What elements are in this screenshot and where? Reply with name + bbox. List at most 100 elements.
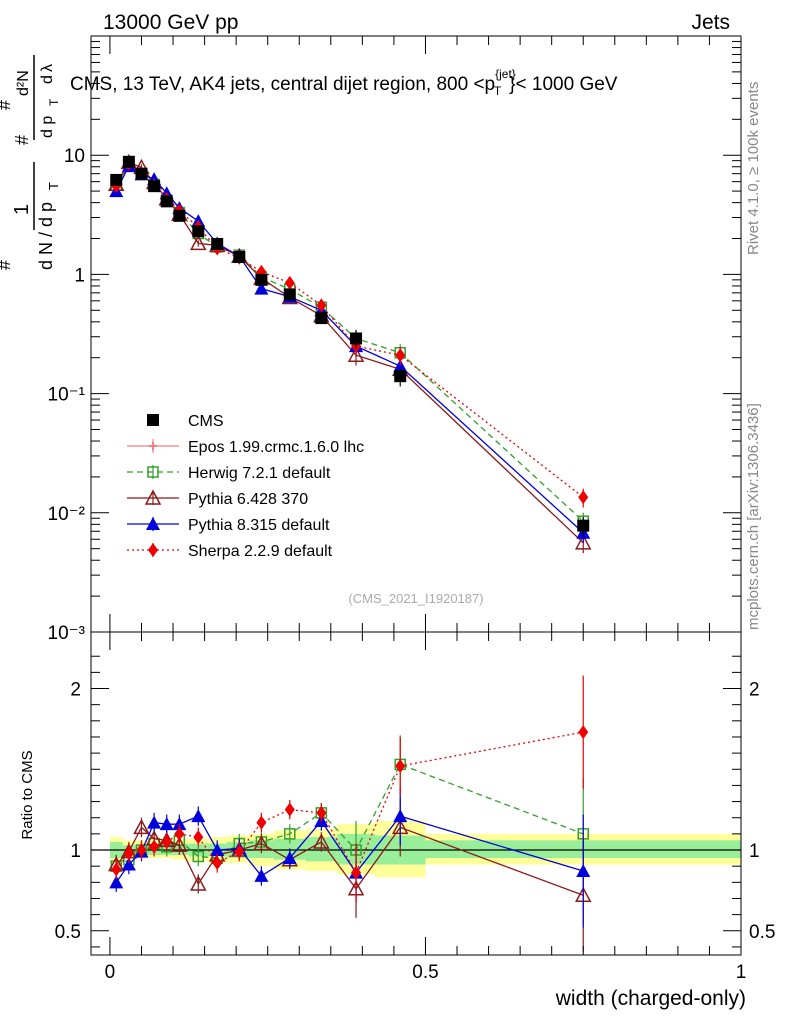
herwig-7-2-1-default-line — [115, 163, 584, 522]
cms-point — [110, 173, 123, 186]
svg-text:d N / d p: d N / d p — [36, 202, 56, 270]
pythia-8-315-default-ratio-point — [191, 809, 206, 823]
pythia-8-315-default-ratio-point — [254, 868, 269, 882]
header-left: 13000 GeV pp — [103, 11, 238, 34]
legend-marker — [147, 466, 159, 478]
ratio-tick-label: 2 — [70, 680, 81, 701]
legend-label: Pythia 8.315 default — [188, 517, 330, 534]
cms-point — [315, 312, 328, 325]
legend-label: CMS — [188, 413, 224, 430]
cms-point — [350, 332, 363, 345]
sherpa-2-2-9-default-ratio-point — [161, 834, 172, 849]
herwig-7-2-1-default-ratio-point — [284, 828, 296, 840]
analysis-watermark: (CMS_2021_I1920187) — [348, 591, 483, 606]
svg-text:#: # — [12, 135, 32, 145]
pythia-8-315-default-ratio-point — [282, 851, 297, 865]
legend-marker — [146, 517, 160, 530]
cms-point — [160, 195, 173, 208]
sherpa-2-2-9-default-ratio-point — [578, 725, 589, 740]
cms-point — [255, 273, 268, 286]
pythia-6-428-370-point — [347, 346, 365, 362]
ratio-frame — [90, 631, 742, 956]
x-tick-label: 0.5 — [412, 962, 438, 983]
legend-item-cms: CMS — [147, 413, 224, 430]
cms-point — [283, 288, 296, 301]
ratio-tick-label: 1 — [70, 841, 81, 862]
herwig-7-2-1-default-ratio-point — [192, 850, 205, 863]
sherpa-2-2-9-default-ratio-point — [136, 843, 147, 858]
legend-label: Pythia 6.428 370 — [188, 491, 308, 508]
sherpa-2-2-9-default-ratio-point — [316, 805, 327, 820]
sherpa-2-2-9-default-ratio-point — [174, 826, 185, 841]
sherpa-2-2-9-default-ratio-point — [123, 846, 134, 861]
cms-point — [135, 167, 148, 180]
legend-label: Herwig 7.2.1 default — [188, 465, 331, 482]
cms-point — [211, 237, 224, 250]
svg-text:T: T — [47, 98, 61, 106]
legend-item-pythia-8-315-default: Pythia 8.315 default — [127, 517, 330, 534]
sherpa-2-2-9-default-ratio-point — [395, 759, 406, 774]
y-tick-label: 10⁻² — [48, 504, 86, 525]
main-y-axis-label: # 1 d N / d p T # # d²N d p T d λ — [0, 55, 61, 270]
sherpa-2-2-9-default-ratio-point — [284, 802, 295, 817]
pythia-6-428-370-ratio-point — [253, 834, 270, 851]
y-tick-label: 1 — [74, 265, 85, 286]
sherpa-2-2-9-default-ratio-point — [111, 862, 122, 877]
svg-text:#: # — [0, 100, 14, 110]
svg-text:d²N: d²N — [15, 70, 32, 96]
sherpa-2-2-9-default-point — [316, 298, 327, 313]
ratio-tick-label: 0.5 — [55, 922, 81, 943]
cms-point — [233, 250, 246, 263]
legend-item-epos-1-99-crmc-1-6-0-lhc: Epos 1.99.crmc.1.6.0 lhc — [127, 439, 364, 456]
svg-text:T: T — [46, 182, 61, 190]
pythia-8-315-default-ratio-point — [147, 815, 162, 829]
cms-point — [173, 209, 186, 222]
ratio-y-label: Ratio to CMS — [19, 750, 36, 839]
legend-marker — [147, 414, 159, 426]
pythia-6-428-370-ratio-point — [190, 875, 207, 891]
y-tick-label: 10⁻³ — [48, 623, 86, 644]
pythia-8-315-default-point — [393, 359, 408, 373]
cms-point — [122, 155, 135, 168]
pythia-6-428-370-point — [190, 234, 207, 251]
x-tick-label: 0 — [105, 962, 116, 983]
legend-item-pythia-6-428-370: Pythia 6.428 370 — [127, 489, 308, 508]
sherpa-2-2-9-default-point — [578, 490, 589, 505]
pythia-6-428-370-ratio-point — [133, 818, 150, 835]
pythia-8-315-default-ratio-point — [121, 857, 136, 871]
pythia-8-315-default-point — [254, 281, 269, 295]
pythia-8-315-default-ratio-point — [172, 817, 187, 831]
sherpa-2-2-9-default-ratio-point — [212, 855, 223, 870]
pythia-8-315-default-ratio-point — [159, 817, 174, 831]
svg-text:d: d — [39, 75, 56, 84]
legend-marker — [148, 543, 158, 557]
sherpa-2-2-9-default-ratio-point — [256, 815, 267, 830]
y-tick-label: 10⁻¹ — [48, 385, 86, 406]
legend-item-sherpa-2-2-9-default: Sherpa 2.2.9 default — [127, 543, 333, 560]
pythia-6-428-370-ratio-point — [313, 833, 330, 849]
x-axis-label: width (charged-only) — [555, 987, 746, 1010]
y-tick-label: 10 — [64, 146, 85, 167]
x-tick-label: 1 — [736, 962, 747, 983]
sherpa-2-2-9-default-point — [284, 275, 295, 290]
main-panel: 10⁻³ 10⁻² 10⁻¹ 1 10 CMS, 13 TeV, AK4 jets, c… — [48, 35, 742, 644]
sherpa-2-2-9-default-ratio-point — [149, 839, 160, 854]
cms-point — [148, 180, 161, 193]
ratio-tick-label: 2 — [749, 680, 760, 701]
legend: CMS Epos 1.99.crmc.1.6.0 lhc Herwig 7.2.1 … — [127, 413, 364, 560]
sherpa-2-2-9-default-ratio-point — [351, 865, 362, 880]
sherpa-2-2-9-default-ratio-point — [234, 844, 245, 859]
ratio-panel: 0 0.5 10.5 0.51 12 2 Ratio to CMS — [19, 631, 775, 983]
pythia-6-428-370-ratio-point — [171, 836, 188, 852]
mcplots-label: mcplots.cern.ch [arXiv:1306.3436] — [745, 403, 762, 630]
header-right: Jets — [691, 11, 730, 34]
svg-text:d p: d p — [39, 116, 56, 138]
cms-point — [394, 370, 407, 383]
svg-text:1: 1 — [11, 204, 33, 215]
ratio-tick-label: 0.5 — [749, 922, 775, 943]
plot-title: CMS, 13 TeV, AK4 jets, central dijet reg… — [70, 67, 618, 98]
pythia-8-315-default-ratio-point — [109, 875, 124, 889]
svg-text:λ: λ — [39, 64, 56, 72]
cms-point — [192, 225, 205, 238]
